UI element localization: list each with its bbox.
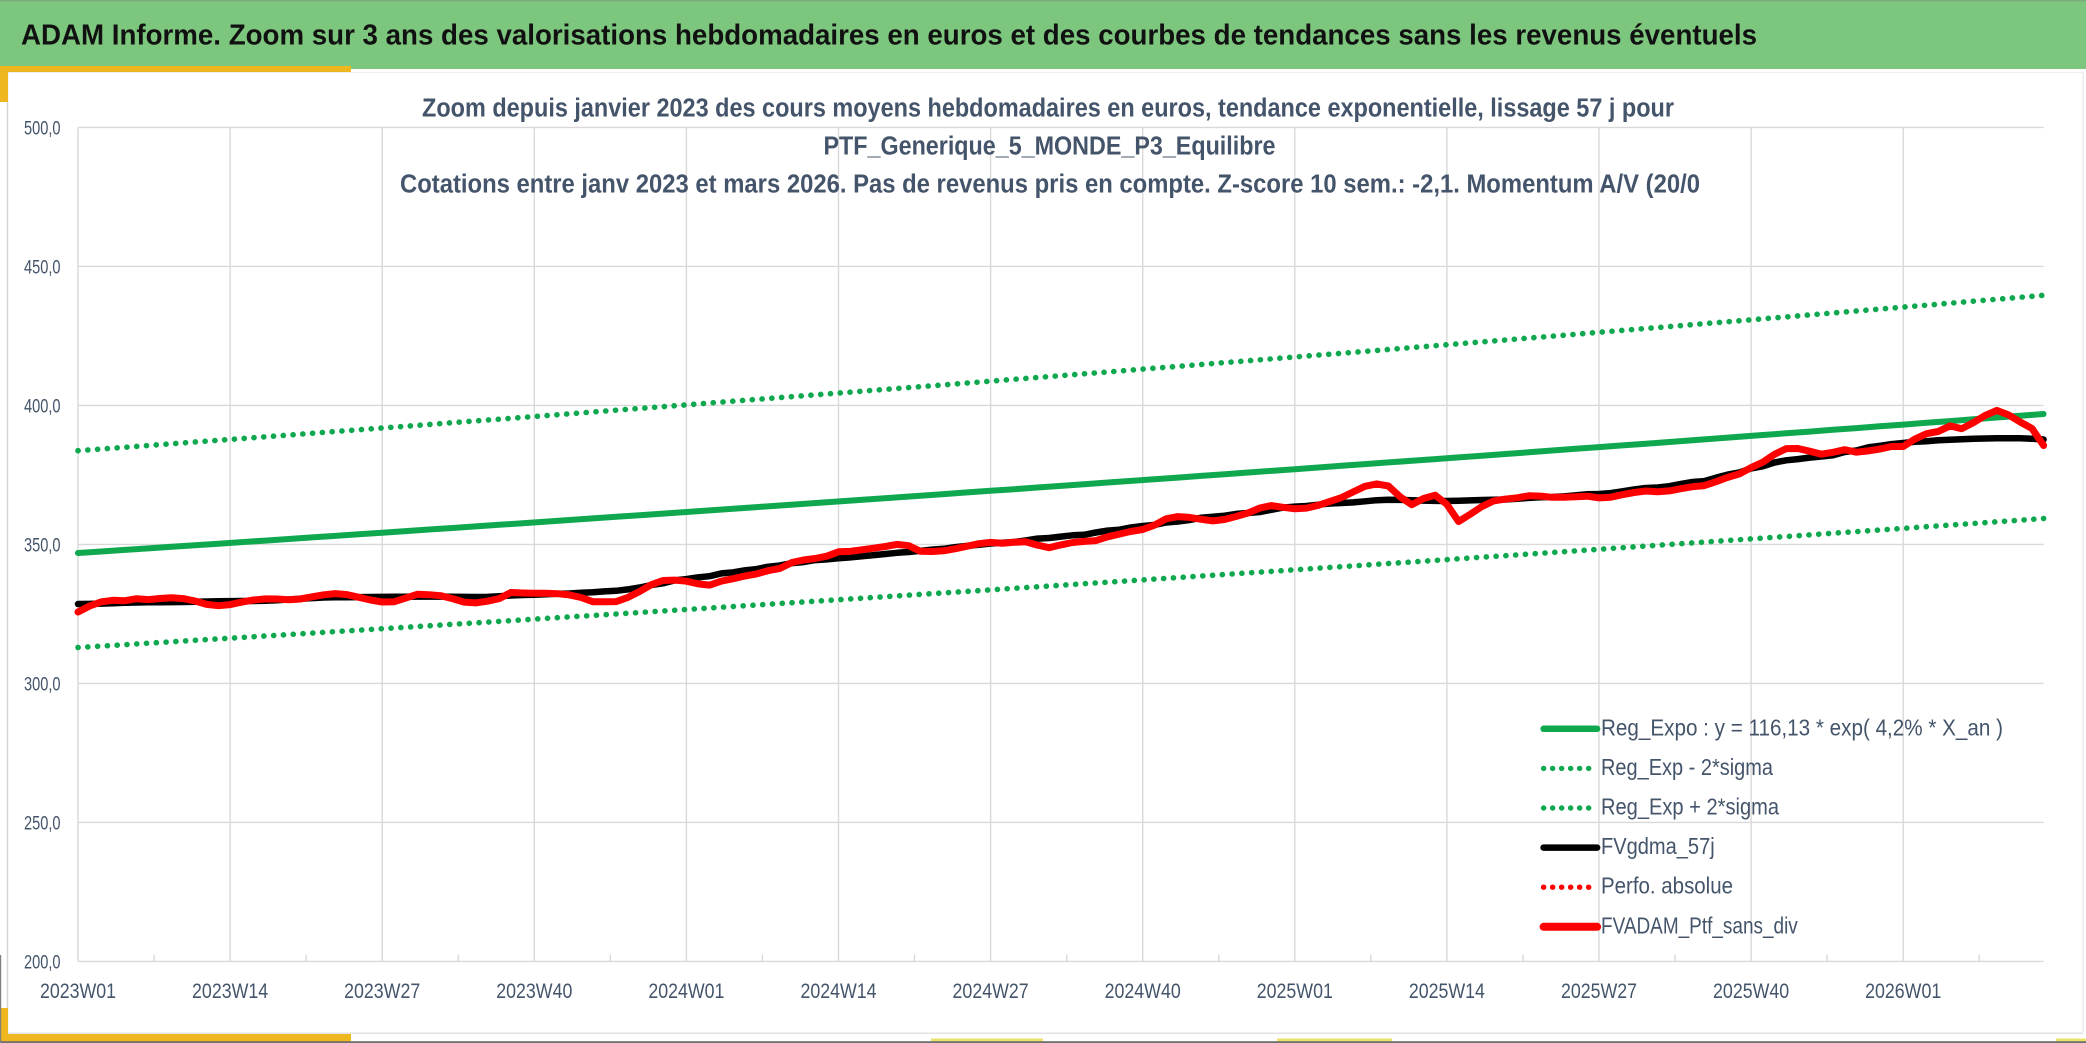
svg-text:2024W01: 2024W01 bbox=[648, 979, 724, 1003]
svg-text:FVADAM_Ptf_sans_div: FVADAM_Ptf_sans_div bbox=[1601, 912, 1798, 938]
svg-text:2023W14: 2023W14 bbox=[192, 979, 268, 1003]
svg-text:Perfo. absolue: Perfo. absolue bbox=[1601, 873, 1733, 899]
svg-text:450,0: 450,0 bbox=[24, 257, 61, 278]
svg-text:350,0: 350,0 bbox=[24, 535, 61, 556]
svg-text:300,0: 300,0 bbox=[24, 674, 61, 695]
svg-text:2023W27: 2023W27 bbox=[344, 979, 420, 1003]
svg-text:2023W40: 2023W40 bbox=[496, 979, 572, 1003]
svg-text:200,0: 200,0 bbox=[24, 952, 61, 973]
svg-text:2023W01: 2023W01 bbox=[40, 979, 116, 1003]
svg-text:2024W14: 2024W14 bbox=[800, 979, 876, 1003]
svg-text:Reg_Exp - 2*sigma: Reg_Exp - 2*sigma bbox=[1601, 754, 1774, 780]
svg-text:Reg_Exp + 2*sigma: Reg_Exp + 2*sigma bbox=[1601, 794, 1780, 820]
svg-text:Cotations entre janv 2023 et m: Cotations entre janv 2023 et mars 2026. … bbox=[400, 170, 1700, 198]
svg-text:FVgdma_57j: FVgdma_57j bbox=[1601, 833, 1715, 859]
svg-text:2025W14: 2025W14 bbox=[1409, 979, 1485, 1003]
svg-text:Reg_Expo : y = 116,13 * exp( 4: Reg_Expo : y = 116,13 * exp( 4,2% * X_an… bbox=[1601, 714, 2003, 740]
svg-text:250,0: 250,0 bbox=[24, 813, 61, 834]
svg-text:PTF_Generique_5_MONDE_P3_Equil: PTF_Generique_5_MONDE_P3_Equilibre bbox=[824, 133, 1276, 161]
svg-text:Zoom depuis janvier 2023 des c: Zoom depuis janvier 2023 des cours moyen… bbox=[422, 95, 1674, 123]
svg-text:2025W40: 2025W40 bbox=[1713, 979, 1789, 1003]
svg-text:2025W27: 2025W27 bbox=[1561, 979, 1637, 1003]
svg-text:2025W01: 2025W01 bbox=[1257, 979, 1333, 1003]
svg-text:400,0: 400,0 bbox=[24, 396, 61, 417]
svg-text:2026W01: 2026W01 bbox=[1865, 979, 1941, 1003]
svg-text:2024W27: 2024W27 bbox=[953, 979, 1029, 1003]
svg-text:500,0: 500,0 bbox=[24, 118, 61, 139]
svg-text:ADAM Informe. Zoom sur 3 ans d: ADAM Informe. Zoom sur 3 ans des valoris… bbox=[21, 20, 1757, 52]
svg-text:2024W40: 2024W40 bbox=[1105, 979, 1181, 1003]
